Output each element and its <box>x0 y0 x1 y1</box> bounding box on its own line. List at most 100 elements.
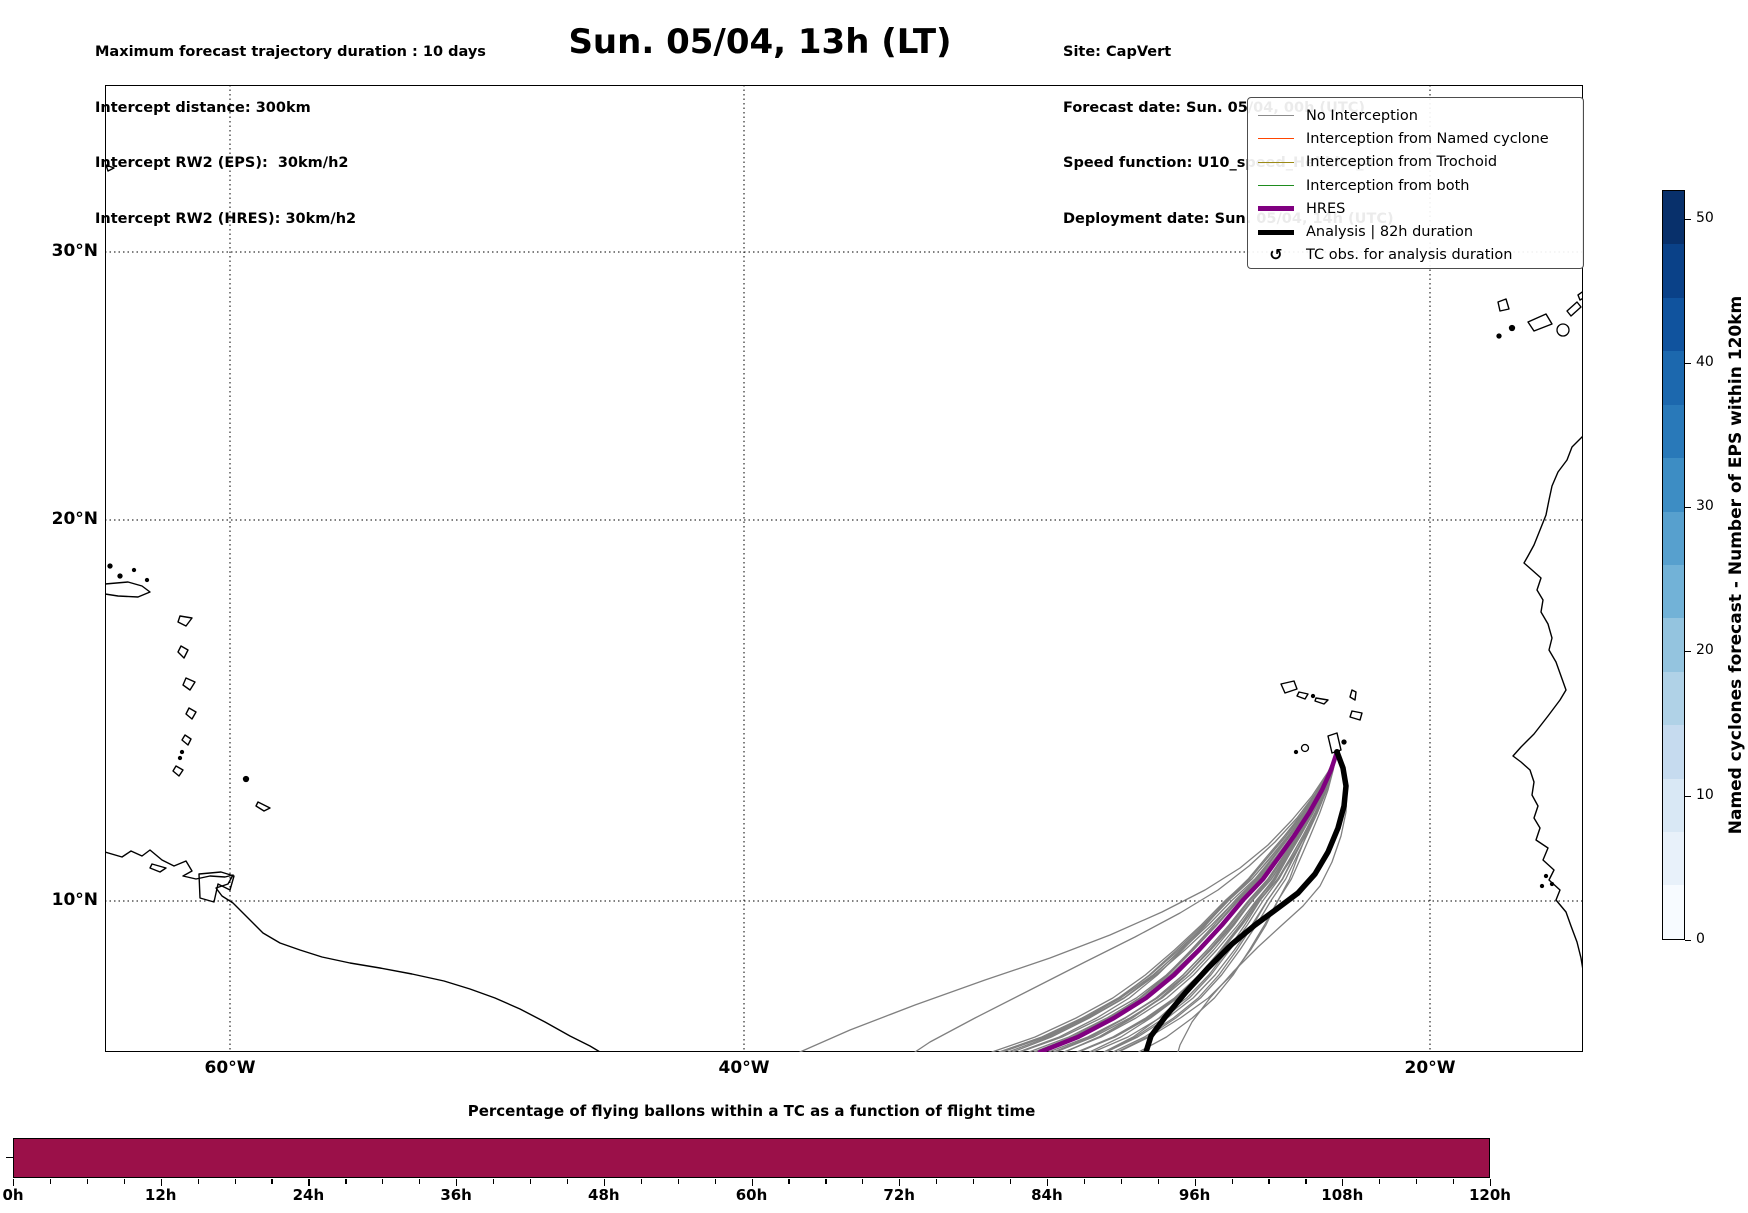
ensemble-trajectory <box>1048 751 1338 1052</box>
x-axis-minor-tick <box>1231 1179 1233 1184</box>
colorbar-step <box>1663 244 1684 298</box>
bar-chart-y-tick <box>6 1157 13 1159</box>
colorbar-tick-label: 50 <box>1696 210 1714 226</box>
x-axis-tick-label: 72h <box>883 1186 915 1204</box>
colorbar-step <box>1663 191 1684 245</box>
colorbar-step <box>1663 511 1684 565</box>
legend-item: ↺ TC obs. for analysis duration <box>1258 244 1575 267</box>
coastline <box>1327 732 1342 754</box>
colorbar-step <box>1663 404 1684 459</box>
x-axis-minor-tick <box>86 1179 89 1184</box>
x-axis-major-tick <box>1490 1179 1492 1186</box>
legend-item: No Interception <box>1258 104 1575 127</box>
legend-line-swatch <box>1258 161 1294 163</box>
map-contents <box>105 85 1583 1052</box>
lat-tick-label: 20°N <box>51 509 98 529</box>
lon-tick-label: 20°W <box>1404 1058 1456 1078</box>
colorbar-label: Named cyclones forecast - Number of EPS … <box>1726 295 1746 835</box>
x-axis-major-tick <box>308 1179 310 1186</box>
island-dot <box>177 755 183 761</box>
island-dot <box>1539 883 1545 889</box>
x-axis-tick-label: 84h <box>1031 1186 1063 1204</box>
x-axis-minor-tick <box>529 1179 532 1184</box>
legend-item: Interception from Trochoid <box>1258 151 1575 174</box>
coastline <box>1314 697 1329 705</box>
colorbar-tick <box>1685 651 1691 653</box>
colorbar-step <box>1663 725 1684 779</box>
map-legend: No Interception Interception from Named c… <box>1247 97 1584 269</box>
legend-line-swatch <box>1258 206 1294 212</box>
colorbar-tick <box>1685 796 1691 798</box>
intercept-distance-text: Intercept distance: 300km <box>95 99 311 116</box>
ensemble-trajectory <box>1103 751 1338 1052</box>
x-axis-tick-label: 24h <box>292 1186 325 1204</box>
colorbar-tick-label: 0 <box>1696 931 1705 947</box>
x-axis-minor-tick <box>936 1179 938 1184</box>
x-axis-major-tick <box>160 1179 162 1186</box>
intercept-rw2-eps-text: Intercept RW2 (EPS): 30km/h2 <box>95 155 349 171</box>
x-axis-minor-tick <box>419 1179 421 1184</box>
ensemble-trajectory <box>1028 751 1338 1052</box>
island-dot <box>1556 323 1570 337</box>
x-axis-major-tick <box>751 1179 753 1186</box>
colorbar-step <box>1663 832 1684 886</box>
ensemble-trajectory <box>1089 751 1338 1052</box>
coastline <box>172 765 184 777</box>
x-axis-minor-tick <box>493 1179 495 1184</box>
colorbar-step <box>1663 351 1684 405</box>
hres-trajectory <box>1037 749 1340 1052</box>
x-axis-minor-tick <box>566 1179 569 1184</box>
island-dot <box>107 563 113 569</box>
island-dot <box>1543 873 1549 879</box>
coastline <box>1527 313 1553 332</box>
x-axis-tick-label: 120h <box>1469 1186 1511 1204</box>
coastline <box>1296 691 1309 700</box>
x-axis-minor-tick <box>1009 1179 1012 1184</box>
colorbar-tick-label: 20 <box>1696 642 1714 658</box>
x-axis-minor-tick <box>345 1179 347 1184</box>
colorbar-tick <box>1685 219 1691 221</box>
coastline <box>1497 298 1510 312</box>
x-axis-minor-tick <box>123 1179 125 1184</box>
x-axis-major-tick <box>13 1179 15 1186</box>
island-dot <box>1293 749 1299 755</box>
island-dot <box>131 567 137 573</box>
coastline <box>1566 301 1582 317</box>
x-axis-major-tick <box>456 1179 458 1186</box>
tc-percentage-bar <box>13 1138 1490 1178</box>
x-axis-minor-tick <box>825 1179 827 1184</box>
colorbar-step <box>1663 458 1684 512</box>
coastline <box>177 645 189 659</box>
island-dot <box>1496 333 1502 339</box>
analysis-trajectory <box>1143 749 1349 1052</box>
colorbar-tick-label: 40 <box>1696 354 1714 370</box>
coastline <box>1349 689 1357 701</box>
ensemble-trajectory <box>998 751 1338 1052</box>
site-text: Site: CapVert <box>1063 44 1172 60</box>
island-dot <box>117 573 123 579</box>
island-dot <box>144 577 150 583</box>
x-axis-tick-label: 48h <box>588 1186 620 1204</box>
deployment-start-point <box>1334 749 1340 755</box>
x-axis-minor-tick <box>234 1179 236 1184</box>
colorbar-step <box>1663 618 1684 672</box>
island-dot <box>1300 743 1310 753</box>
legend-line-swatch <box>1258 138 1294 140</box>
x-axis-tick-label: 96h <box>1178 1186 1211 1204</box>
x-axis-tick-label: 60h <box>735 1186 768 1204</box>
x-axis-minor-tick <box>1305 1179 1307 1184</box>
tc-obs-marker-icon: ↺ <box>1269 245 1283 265</box>
x-axis-minor-tick <box>714 1179 716 1184</box>
x-axis-minor-tick <box>973 1179 975 1184</box>
coastline <box>1512 435 1583 971</box>
legend-item-label: Analysis | 82h duration <box>1306 224 1474 241</box>
ensemble-trajectory <box>1076 751 1338 1052</box>
colorbar-step <box>1663 564 1684 619</box>
legend-line-swatch <box>1258 185 1294 187</box>
island-dot <box>1341 739 1347 745</box>
x-axis-minor-tick <box>49 1179 52 1184</box>
coastline <box>1280 680 1298 694</box>
legend-item: HRES <box>1258 197 1575 220</box>
legend-item-label: Interception from Named cyclone <box>1306 130 1549 147</box>
x-axis-minor-tick <box>1453 1179 1455 1184</box>
